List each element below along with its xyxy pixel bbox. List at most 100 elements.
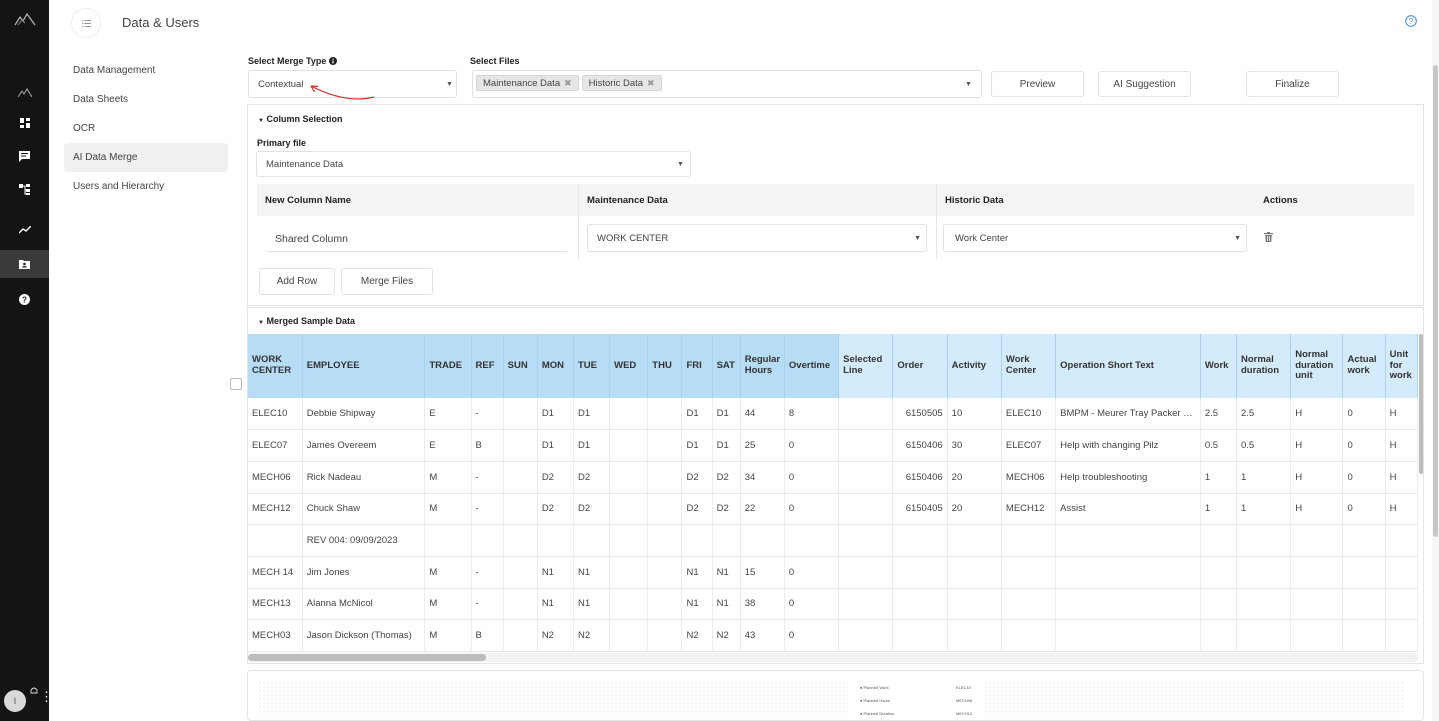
ai-suggestion-button[interactable]: AI Suggestion xyxy=(1098,71,1191,97)
mountain-logo-icon[interactable] xyxy=(14,12,36,26)
table-row[interactable]: MECH 14 Jim Jones M - N1 N1 N1 N1 15 0 xyxy=(248,556,1418,589)
table-cell: B xyxy=(471,619,504,652)
column-header[interactable]: Overtime xyxy=(784,334,840,398)
chart-legend-value: MECH12 xyxy=(956,711,973,716)
menu-button[interactable] xyxy=(71,8,101,38)
table-row[interactable]: MECH13 Alanna McNicol M - N1 N1 N1 N1 38 0 xyxy=(248,588,1418,621)
column-header[interactable]: EMPLOYEE xyxy=(302,334,426,398)
column-header[interactable]: Unit for work xyxy=(1385,334,1418,398)
close-icon[interactable]: ✖ xyxy=(647,77,655,88)
sidebar-item-ocr[interactable]: OCR xyxy=(64,114,228,143)
table-cell: D2 xyxy=(712,493,741,526)
folder-user-icon[interactable] xyxy=(0,250,49,278)
column-header[interactable]: TUE xyxy=(573,334,611,398)
table-vertical-scrollbar[interactable] xyxy=(1418,334,1424,652)
table-cell: MECH06 xyxy=(248,461,303,494)
column-header[interactable]: MON xyxy=(537,334,574,398)
column-header[interactable]: WORK CENTER xyxy=(248,334,303,398)
more-options-icon[interactable]: ⋮ xyxy=(40,689,49,704)
chevron-down-icon: ▼ xyxy=(965,81,972,88)
comment-icon[interactable] xyxy=(0,142,49,170)
file-chip[interactable]: Historic Data ✖ xyxy=(581,75,662,91)
preview-button[interactable]: Preview xyxy=(991,71,1084,97)
table-cell: N1 xyxy=(712,588,741,621)
trend-icon[interactable] xyxy=(0,216,49,244)
table-horizontal-scrollbar[interactable] xyxy=(248,653,1418,662)
file-chip[interactable]: Maintenance Data ✖ xyxy=(476,75,579,91)
table-row[interactable]: MECH03 Jason Dickson (Thomas) M B N2 N2 N2 N2 43… xyxy=(248,619,1418,652)
sidebar: Data Management Data Sheets OCR AI Data … xyxy=(64,56,228,201)
column-header[interactable]: TRADE xyxy=(424,334,472,398)
column-header[interactable]: THU xyxy=(647,334,683,398)
primary-file-select[interactable]: Maintenance Data ▼ xyxy=(256,151,691,177)
table-cell xyxy=(892,588,948,621)
table-cell: 0 xyxy=(784,429,840,462)
column-header[interactable]: FRI xyxy=(681,334,713,398)
merge-type-label: Select Merge Type xyxy=(248,56,337,66)
bell-icon[interactable] xyxy=(30,686,38,695)
scrollbar-thumb[interactable] xyxy=(1419,334,1423,474)
finalize-button[interactable]: Finalize xyxy=(1246,71,1339,97)
table-row[interactable]: REV 004: 09/09/2023 xyxy=(248,524,1418,557)
table-row[interactable]: MECH06 Rick Nadeau M - D2 D2 D2 D2 34 0 6150406 20 M… xyxy=(248,461,1418,494)
table-row[interactable]: ELEC07 James Overeem E B D1 D1 D1 D1 25 0 6150406 3… xyxy=(248,429,1418,462)
page-title: Data & Users xyxy=(122,15,200,30)
collapse-sidebar-button[interactable] xyxy=(230,378,242,390)
file2-column-select[interactable]: Work Center ▼ xyxy=(943,224,1247,252)
table-cell: D2 xyxy=(681,461,713,494)
merge-files-button[interactable]: Merge Files xyxy=(341,268,433,295)
column-header[interactable]: Order xyxy=(892,334,948,398)
new-column-name-input[interactable]: Shared Column xyxy=(265,224,569,252)
sidebar-item-users-and-hierarchy[interactable]: Users and Hierarchy xyxy=(64,172,228,201)
column-header[interactable]: Operation Short Text xyxy=(1055,334,1201,398)
table-cell: - xyxy=(471,398,504,431)
column-header[interactable]: Selected Line xyxy=(838,334,894,398)
file1-column-select[interactable]: WORK CENTER ▼ xyxy=(587,224,927,252)
table-cell xyxy=(609,461,649,494)
column-header[interactable]: Actual work xyxy=(1342,334,1386,398)
column-header[interactable]: WED xyxy=(609,334,649,398)
page-vertical-scrollbar[interactable] xyxy=(1432,0,1439,721)
column-header[interactable]: REF xyxy=(471,334,504,398)
scrollbar-thumb[interactable] xyxy=(248,654,486,661)
merged-sample-toggle[interactable]: ▼ Merged Sample Data xyxy=(258,316,355,326)
column-header[interactable]: Normal duration unit xyxy=(1290,334,1344,398)
table-cell: E xyxy=(424,429,472,462)
table-cell xyxy=(838,619,894,652)
column-header[interactable]: Normal duration xyxy=(1236,334,1292,398)
table-cell xyxy=(1236,619,1292,652)
add-row-button[interactable]: Add Row xyxy=(259,268,335,295)
avatar[interactable]: I xyxy=(4,690,26,712)
table-cell xyxy=(609,524,649,557)
column-header[interactable]: Work Center xyxy=(1001,334,1057,398)
dashboard-icon[interactable] xyxy=(0,109,49,137)
close-icon[interactable]: ✖ xyxy=(564,77,572,88)
hierarchy-icon[interactable] xyxy=(0,175,49,203)
question-circle-icon[interactable]: ? xyxy=(1405,15,1417,27)
sidebar-item-data-sheets[interactable]: Data Sheets xyxy=(64,85,228,114)
column-header[interactable]: SUN xyxy=(503,334,538,398)
sidebar-item-data-management[interactable]: Data Management xyxy=(64,56,228,85)
table-cell: 2.5 xyxy=(1236,398,1292,431)
table-cell: MECH 14 xyxy=(248,556,303,589)
column-header[interactable]: Activity xyxy=(947,334,1002,398)
question-icon[interactable]: ? xyxy=(0,285,49,313)
column-selection-toggle[interactable]: ▼ Column Selection xyxy=(258,114,343,124)
mountain-icon[interactable] xyxy=(0,78,49,106)
table-cell: H xyxy=(1290,398,1344,431)
table-cell: N1 xyxy=(573,556,611,589)
column-header[interactable]: SAT xyxy=(712,334,741,398)
column-header[interactable]: Work xyxy=(1200,334,1238,398)
table-cell: H xyxy=(1290,493,1344,526)
table-row[interactable]: ELEC10 Debbie Shipway E - D1 D1 D1 D1 44 8 6150505… xyxy=(248,398,1418,431)
trash-icon[interactable] xyxy=(1264,232,1273,242)
table-row[interactable]: MECH12 Chuck Shaw M - D2 D2 D2 D2 22 0 6150405 20 ME… xyxy=(248,493,1418,526)
merge-type-select[interactable]: Contextual ▼ xyxy=(248,70,457,98)
table-cell: 1 xyxy=(1200,461,1238,494)
select-files-input[interactable]: Maintenance Data ✖ Historic Data ✖ ▼ xyxy=(472,70,982,98)
svg-text:?: ? xyxy=(1409,17,1414,26)
scrollbar-thumb[interactable] xyxy=(1433,65,1438,537)
table-cell: MECH03 xyxy=(248,619,303,652)
sidebar-item-ai-data-merge[interactable]: AI Data Merge xyxy=(64,143,228,172)
column-header[interactable]: Regular Hours xyxy=(740,334,785,398)
